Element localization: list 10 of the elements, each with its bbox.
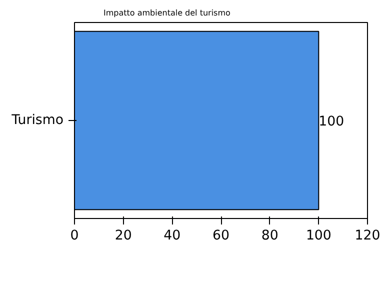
x-tick-label: 20 [114,228,132,244]
data-label: 100 [318,114,344,130]
x-tick-label: 100 [306,228,332,244]
x-tick-label: 120 [354,228,380,244]
chart-title: Impatto ambientale del turismo [104,8,231,18]
y-tick-label: Turismo [10,113,64,128]
x-tick-label: 60 [212,228,230,244]
x-tick-label: 40 [164,228,181,244]
x-tick-label: 80 [261,228,278,244]
x-tick-label: 0 [70,228,79,244]
